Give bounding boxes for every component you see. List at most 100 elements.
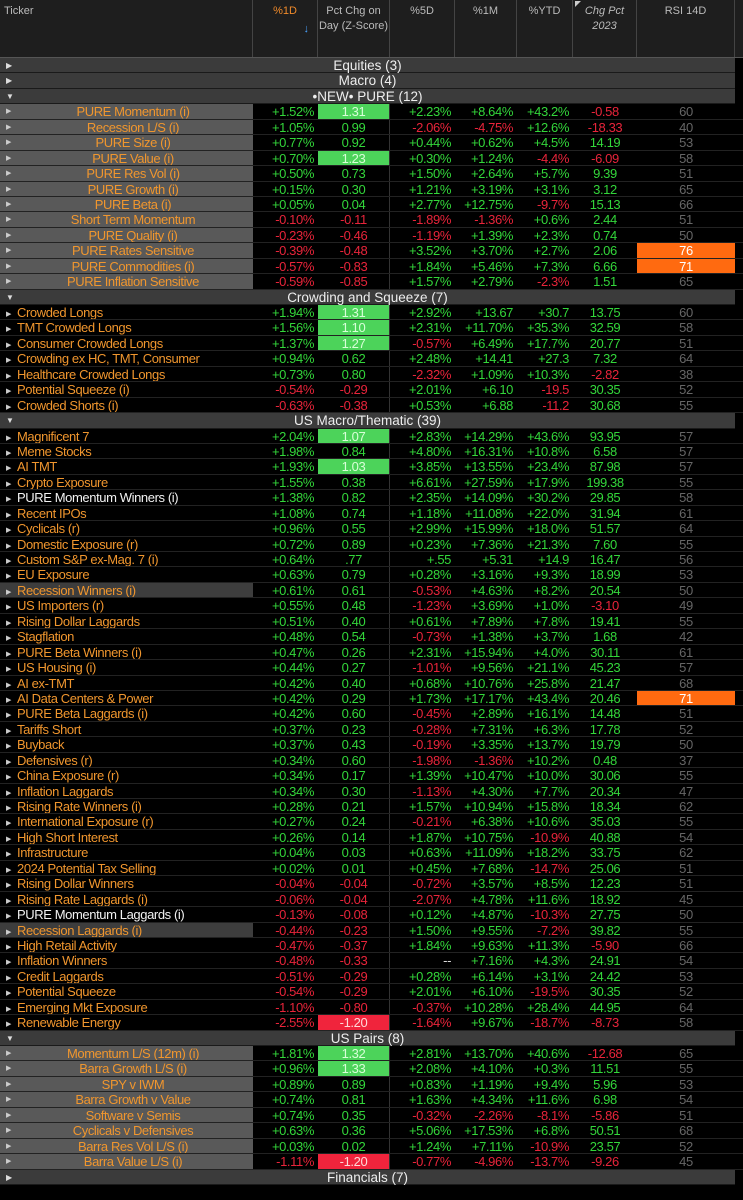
ticker-cell[interactable]: ▶ Crowding ex HC, TMT, Consumer	[0, 351, 253, 366]
ticker-cell[interactable]: ▶ PURE Rates Sensitive	[0, 243, 253, 258]
row-expand-icon[interactable]: ▶	[6, 573, 11, 581]
row-expand-icon[interactable]: ▶	[6, 1005, 11, 1013]
table-row[interactable]: ▶ Rising Rate Laggards (i) -0.06% -0.04 -2.0…	[0, 891, 743, 908]
row-expand-icon[interactable]: ▶	[6, 990, 11, 998]
table-row[interactable]: ▶ PURE Value (i) +0.70% 1.23 +0.30% +1.24% -4.…	[0, 150, 743, 167]
ticker-cell[interactable]: ▶ Potential Squeeze (i)	[0, 382, 253, 397]
row-expand-icon[interactable]: ▶	[6, 789, 11, 797]
ticker-cell[interactable]: ▶ PURE Beta Winners (i)	[0, 644, 253, 660]
ticker-cell[interactable]: ▶ Inflation Laggards	[0, 783, 253, 798]
section-header[interactable]: ▶ Equities (3)	[0, 58, 735, 74]
ticker-cell[interactable]: ▶ International Exposure (r)	[0, 814, 253, 829]
table-row[interactable]: ▶ PURE Res Vol (i) +0.50% 0.73 +1.50% +2.64% +…	[0, 166, 743, 182]
section-header[interactable]: ▼ US Pairs (8)	[0, 1030, 735, 1046]
table-row[interactable]: ▶ Crowding ex HC, TMT, Consumer +0.94% 0.62…	[0, 351, 743, 367]
section-header[interactable]: ▶ Financials (7)	[0, 1169, 735, 1185]
row-expand-icon[interactable]: ▶	[6, 727, 11, 735]
expand-toggle-icon[interactable]: ▼	[6, 1033, 14, 1043]
row-expand-icon[interactable]: ▶	[6, 480, 11, 488]
ticker-cell[interactable]: ▶ Recession L/S (i)	[0, 119, 253, 135]
row-expand-icon[interactable]: ▶	[6, 1021, 11, 1029]
table-row[interactable]: ▶ Rising Dollar Laggards +0.51% 0.40 +0.61% +…	[0, 613, 743, 630]
ticker-cell[interactable]: ▶ Crowded Longs	[0, 305, 253, 320]
row-expand-icon[interactable]: ▶	[6, 216, 11, 224]
table-row[interactable]: ▶ Stagflation +0.48% 0.54 -0.73% +1.38% +3.7% 1…	[0, 629, 743, 645]
row-expand-icon[interactable]: ▶	[6, 108, 11, 116]
row-expand-icon[interactable]: ▶	[6, 897, 11, 905]
table-row[interactable]: ▶ Recession Winners (i) +0.61% 0.61 -0.53% +4…	[0, 582, 743, 599]
row-expand-icon[interactable]: ▶	[6, 170, 11, 178]
row-expand-icon[interactable]: ▶	[6, 326, 11, 334]
ticker-cell[interactable]: ▶ Potential Squeeze	[0, 984, 253, 999]
row-expand-icon[interactable]: ▶	[6, 974, 11, 982]
ticker-cell[interactable]: ▶ AI Data Centers & Power	[0, 690, 253, 706]
table-row[interactable]: ▶ Barra Growth v Value +0.74% 0.81 +1.63% +4.…	[0, 1092, 743, 1108]
table-row[interactable]: ▶ Short Term Momentum -0.10% -0.11 -1.89% -1.…	[0, 212, 743, 228]
col-ticker[interactable]: Ticker	[0, 0, 253, 57]
ticker-cell[interactable]: ▶ PURE Momentum Winners (i)	[0, 490, 253, 505]
ticker-cell[interactable]: ▶ Software v Semis	[0, 1107, 253, 1123]
row-expand-icon[interactable]: ▶	[6, 465, 11, 473]
row-expand-icon[interactable]: ▶	[6, 1080, 11, 1088]
ticker-cell[interactable]: ▶ PURE Momentum (i)	[0, 104, 253, 119]
ticker-cell[interactable]: ▶ Defensives (r)	[0, 752, 253, 768]
row-expand-icon[interactable]: ▶	[6, 851, 11, 859]
table-row[interactable]: ▶ Software v Semis +0.74% 0.35 -0.32% -2.26% -…	[0, 1107, 743, 1124]
row-expand-icon[interactable]: ▶	[6, 681, 11, 689]
table-row[interactable]: ▶ Barra Value L/S (i) -1.11% -1.20 -0.77% -4.…	[0, 1154, 743, 1170]
row-expand-icon[interactable]: ▶	[6, 928, 11, 936]
table-row[interactable]: ▶ TMT Crowded Longs +1.56% 1.10 +2.31% +11.70…	[0, 320, 743, 336]
ticker-cell[interactable]: ▶ Short Term Momentum	[0, 212, 253, 227]
table-row[interactable]: ▶ PURE Commodities (i) -0.57% -0.83 +1.84% +5…	[0, 258, 743, 275]
table-row[interactable]: ▶ Tariffs Short +0.37% 0.23 -0.28% +7.31% +6.3…	[0, 721, 743, 738]
table-row[interactable]: ▶ PURE Momentum (i) +1.52% 1.31 +2.23% +8.64%…	[0, 104, 743, 120]
row-expand-icon[interactable]: ▶	[6, 650, 11, 658]
table-row[interactable]: ▶ Recession L/S (i) +1.05% 0.99 -2.06% -4.75%…	[0, 119, 743, 136]
row-expand-icon[interactable]: ▶	[6, 758, 11, 766]
row-expand-icon[interactable]: ▶	[6, 666, 11, 674]
ticker-cell[interactable]: ▶ US Housing (i)	[0, 660, 253, 675]
row-expand-icon[interactable]: ▶	[6, 774, 11, 782]
ticker-cell[interactable]: ▶ Domestic Exposure (r)	[0, 536, 253, 551]
row-expand-icon[interactable]: ▶	[6, 712, 11, 720]
table-row[interactable]: ▶ Custom S&P ex-Mag. 7 (i) +0.64% .77 +.55 +5…	[0, 552, 743, 568]
col-1d[interactable]: %1D ↓	[253, 0, 318, 57]
ticker-cell[interactable]: ▶ Inflation Winners	[0, 953, 253, 968]
expand-toggle-icon[interactable]: ▶	[6, 61, 13, 70]
table-row[interactable]: ▶ Potential Squeeze -0.54% -0.29 +2.01% +6.10…	[0, 984, 743, 1000]
expand-toggle-icon[interactable]: ▶	[6, 76, 13, 86]
ticker-cell[interactable]: ▶ Momentum L/S (12m) (i)	[0, 1046, 253, 1061]
table-row[interactable]: ▶ Defensives (r) +0.34% 0.60 -1.98% -1.36% +10…	[0, 752, 743, 769]
ticker-cell[interactable]: ▶ China Exposure (r)	[0, 768, 253, 783]
ticker-cell[interactable]: ▶ Cyclicals v Defensives	[0, 1123, 253, 1138]
ticker-cell[interactable]: ▶ EU Exposure	[0, 567, 253, 582]
table-row[interactable]: ▶ Potential Squeeze (i) -0.54% -0.29 +2.01% +…	[0, 382, 743, 398]
ticker-cell[interactable]: ▶ Meme Stocks	[0, 443, 253, 459]
row-expand-icon[interactable]: ▶	[6, 558, 11, 565]
row-expand-icon[interactable]: ▶	[6, 1142, 11, 1150]
col-5d[interactable]: %5D	[390, 0, 455, 57]
table-row[interactable]: ▶ Crowded Longs +1.94% 1.31 +2.92% +13.67 +30.…	[0, 305, 743, 321]
ticker-cell[interactable]: ▶ PURE Beta Laggards (i)	[0, 706, 253, 721]
table-row[interactable]: ▶ PURE Inflation Sensitive -0.59% -0.85 +1.5…	[0, 274, 743, 290]
table-row[interactable]: ▶ Recession Laggards (i) -0.44% -0.23 +1.50%…	[0, 922, 743, 938]
table-row[interactable]: ▶ Inflation Winners -0.48% -0.33 -- +7.16% +4.…	[0, 953, 743, 969]
table-row[interactable]: ▶ Renewable Energy -2.55% -1.20 -1.64% +9.67%…	[0, 1015, 743, 1031]
row-expand-icon[interactable]: ▶	[6, 943, 11, 951]
expand-toggle-icon[interactable]: ▼	[6, 292, 14, 302]
ticker-cell[interactable]: ▶ Rising Dollar Laggards	[0, 613, 253, 629]
row-expand-icon[interactable]: ▶	[6, 959, 11, 967]
ticker-cell[interactable]: ▶ Healthcare Crowded Longs	[0, 366, 253, 382]
table-row[interactable]: ▶ Infrastructure +0.04% 0.03 +0.63% +11.09% +1…	[0, 845, 743, 861]
table-row[interactable]: ▶ Barra Growth L/S (i) +0.96% 1.33 +2.08% +4.…	[0, 1061, 743, 1077]
table-row[interactable]: ▶ Barra Res Vol L/S (i) +0.03% 0.02 +1.24% +7…	[0, 1138, 743, 1155]
row-expand-icon[interactable]: ▶	[6, 341, 11, 349]
ticker-cell[interactable]: ▶ PURE Momentum Laggards (i)	[0, 907, 253, 922]
row-expand-icon[interactable]: ▶	[6, 542, 11, 550]
ticker-cell[interactable]: ▶ US Importers (r)	[0, 598, 253, 613]
ticker-cell[interactable]: ▶ AI ex-TMT	[0, 675, 253, 690]
table-row[interactable]: ▶ EU Exposure +0.63% 0.79 +0.28% +3.16% +9.3% 1…	[0, 567, 743, 583]
section-header[interactable]: ▼ US Macro/Thematic (39)	[0, 413, 735, 429]
row-expand-icon[interactable]: ▶	[6, 1111, 11, 1119]
ticker-cell[interactable]: ▶ Tariffs Short	[0, 721, 253, 737]
